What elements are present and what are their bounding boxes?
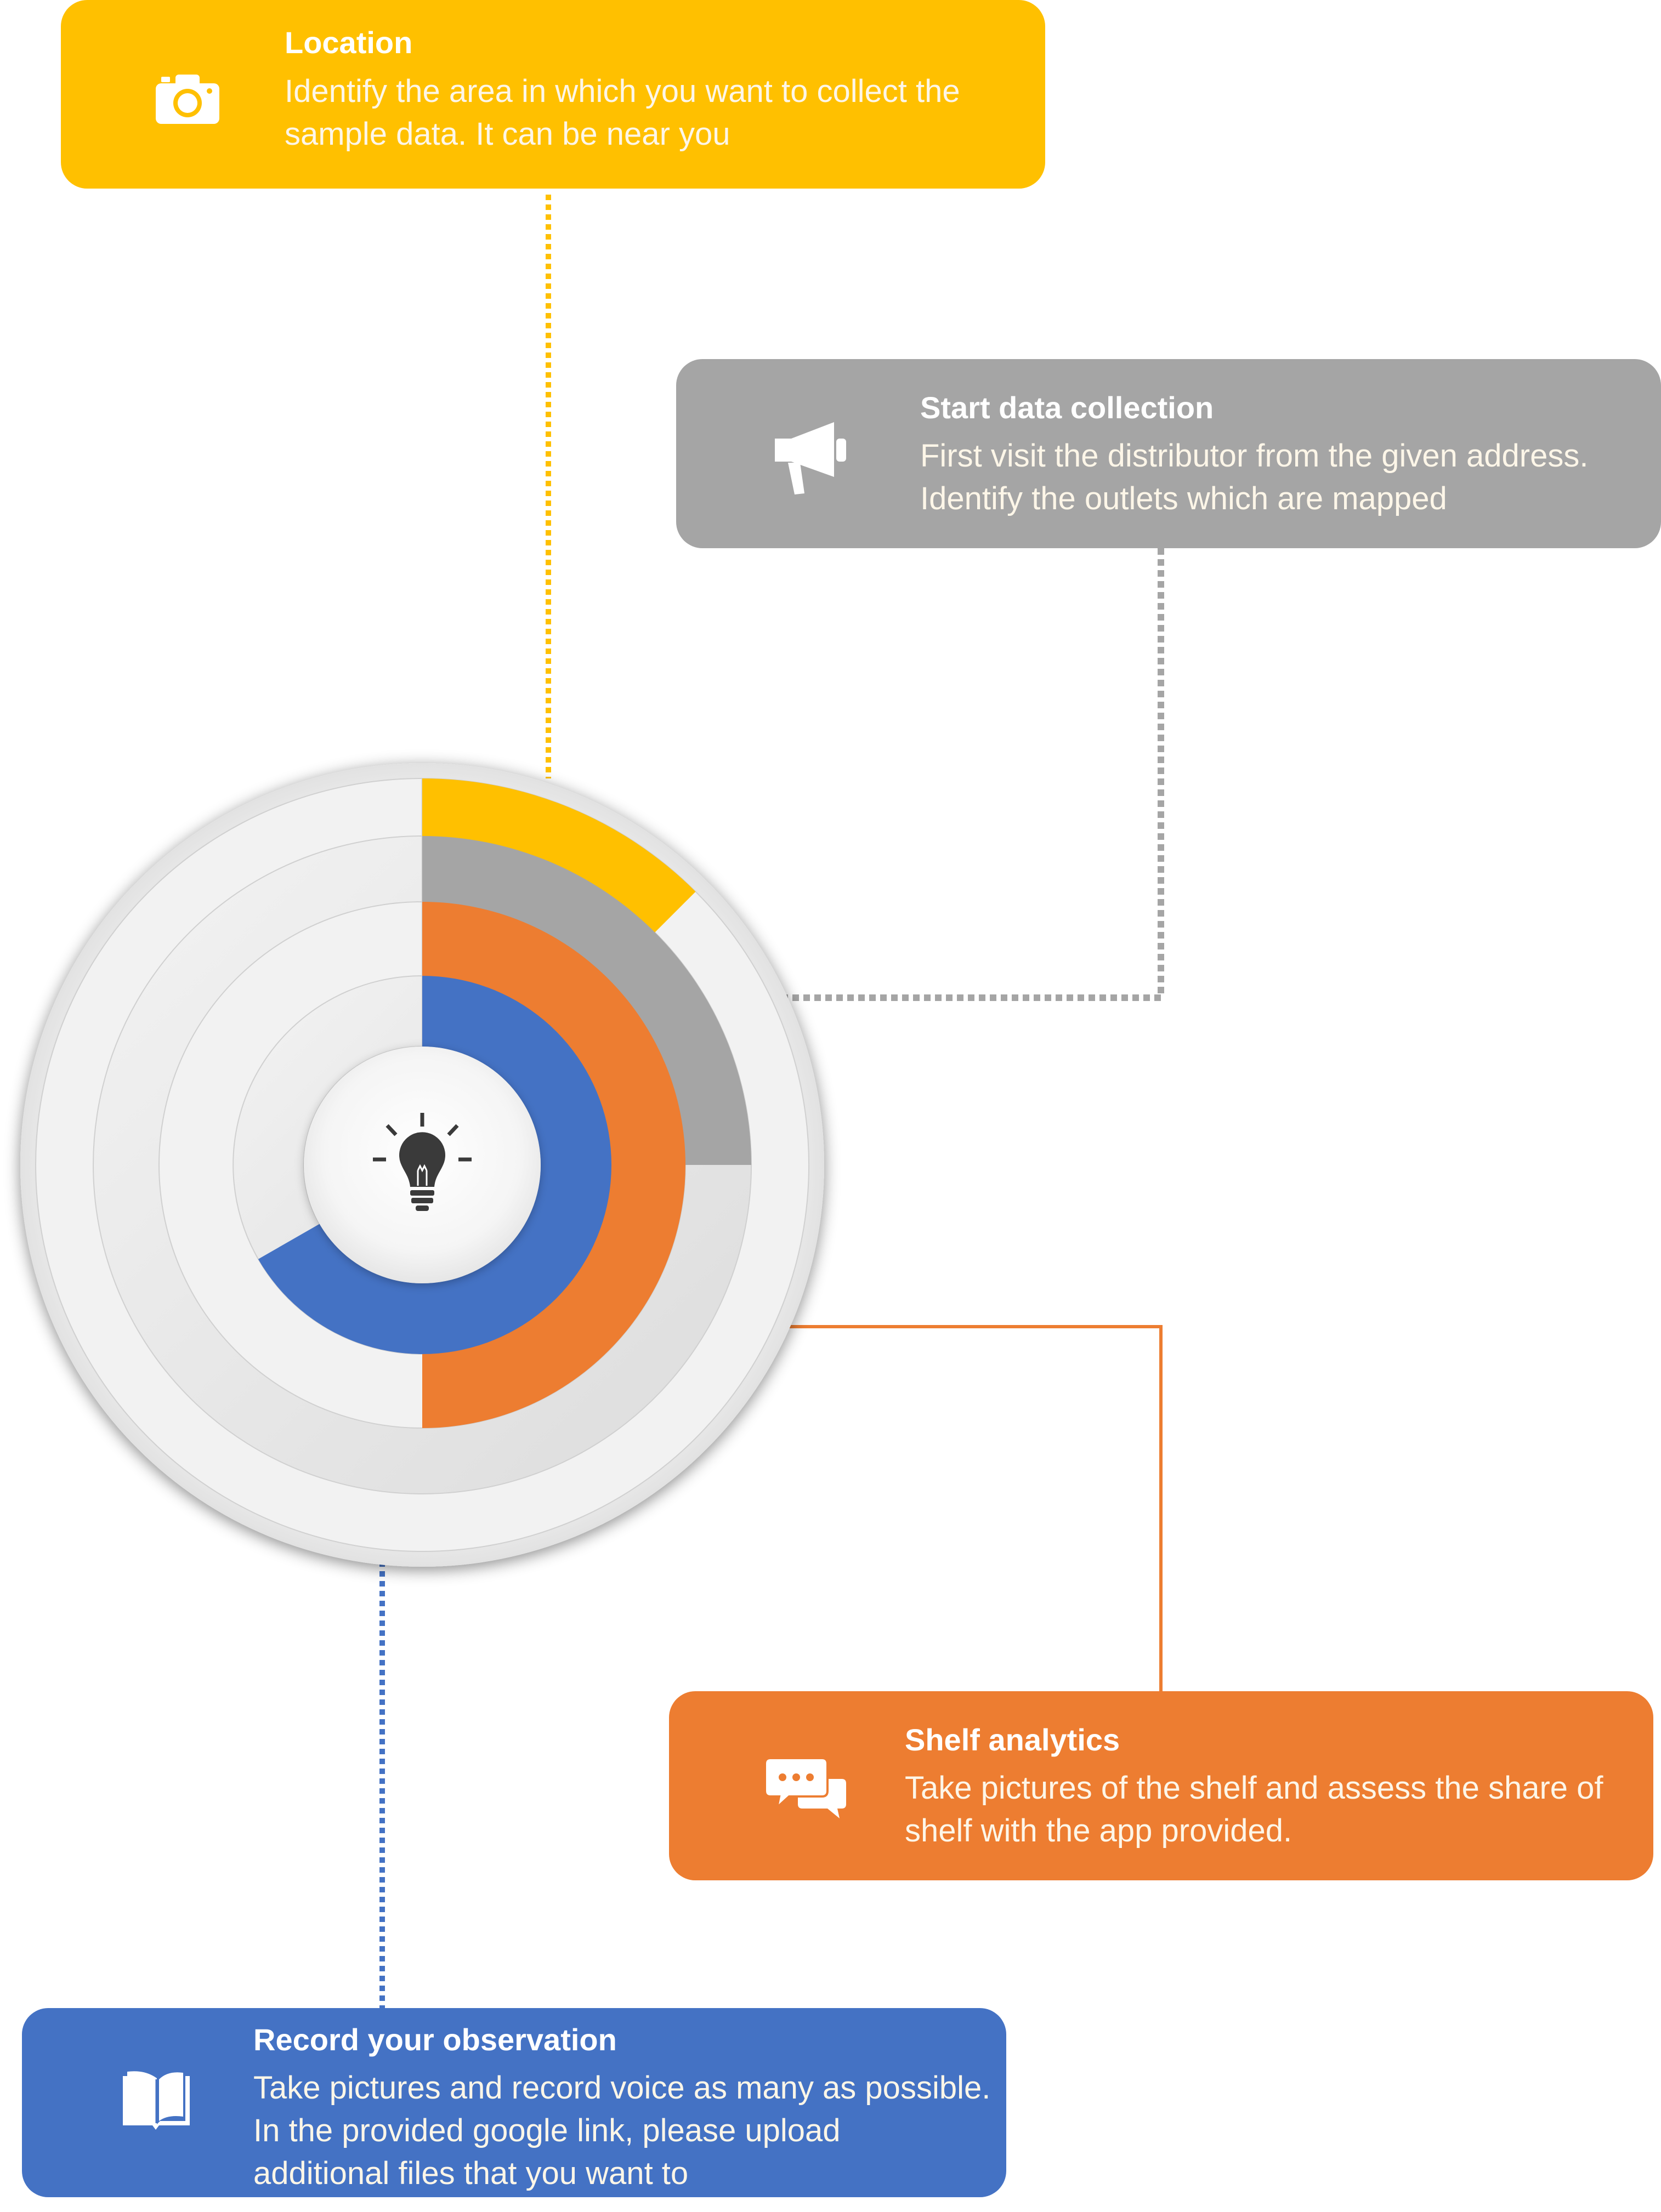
step-description-line: Identify the outlets which are mapped	[920, 481, 1447, 516]
progress-rings	[20, 763, 824, 1567]
ring-arc-location	[422, 778, 696, 939]
megaphone-icon	[775, 422, 846, 494]
open-book-icon	[123, 2071, 190, 2130]
step-description-line: Take pictures of the shelf and assess th…	[905, 1770, 1603, 1806]
step-description-line: shelf with the app provided.	[905, 1813, 1292, 1849]
step-card-record-observation: Record your observation Take pictures an…	[22, 2008, 1006, 2197]
step-title: Record your observation	[253, 2022, 617, 2057]
step-description-line: additional files that you want to	[253, 2156, 689, 2191]
step-description-line: Take pictures and record voice as many a…	[253, 2070, 991, 2106]
connector-shelf	[631, 1325, 1163, 1691]
step-card-start-data-collection: Start data collection First visit the di…	[676, 359, 1661, 548]
camera-icon	[156, 75, 219, 124]
connector-start	[716, 548, 1164, 1001]
ring-arc-shelf	[422, 902, 685, 1428]
ring-arc-record	[258, 976, 612, 1354]
step-description-line: First visit the distributor from the giv…	[920, 438, 1589, 474]
step-description-line: sample data. It can be near you	[285, 116, 730, 152]
step-card-location: Location Identify the area in which you …	[61, 0, 1045, 189]
step-title: Shelf analytics	[905, 1722, 1120, 1757]
step-description-line: Identify the area in which you want to c…	[285, 73, 960, 109]
lightbulb-icon	[373, 1113, 472, 1211]
step-description: Identify the area in which you want to c…	[285, 70, 960, 156]
step-title: Start data collection	[920, 390, 1214, 425]
step-title: Location	[285, 25, 413, 60]
step-description-line: In the provided google link, please uplo…	[253, 2113, 841, 2148]
step-description: Take pictures and record voice as many a…	[253, 2067, 990, 2195]
chat-bubbles-icon	[765, 1757, 846, 1818]
step-description: Take pictures of the shelf and assess th…	[905, 1767, 1603, 1852]
step-card-shelf-analytics: Shelf analytics Take pictures of the she…	[669, 1691, 1653, 1880]
step-description: First visit the distributor from the giv…	[920, 435, 1588, 520]
